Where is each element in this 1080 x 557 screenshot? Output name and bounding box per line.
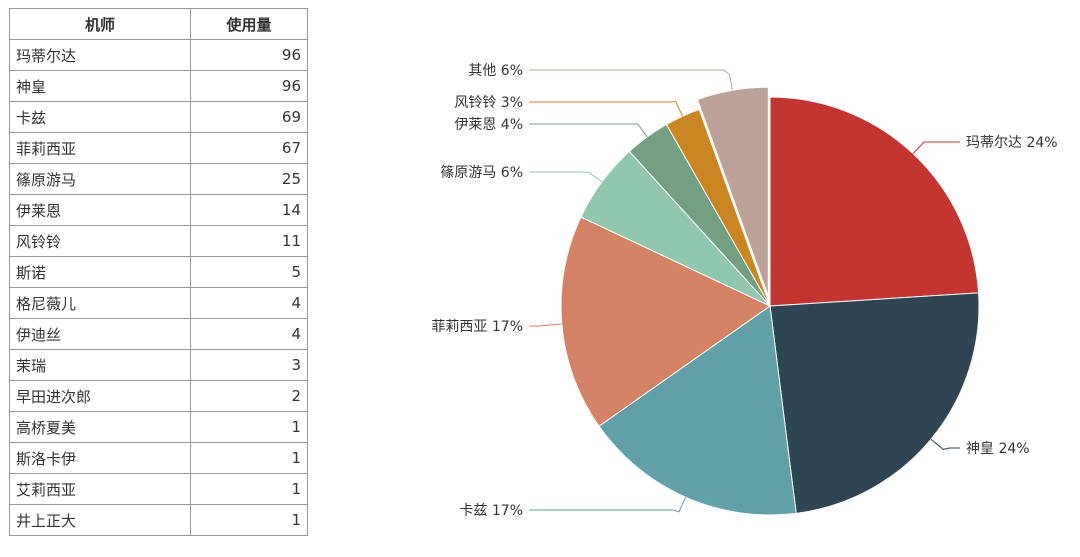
usage-value-cell: 14 bbox=[190, 194, 308, 226]
pilot-name-cell: 菲莉西亚 bbox=[9, 132, 191, 164]
pie-slice bbox=[769, 292, 980, 514]
usage-table: 机师 使用量 玛蒂尔达 96 神皇 96 卡兹 69 菲莉西亚 67 篠原游马 25 伊莱恩 14 风铃… bbox=[9, 8, 308, 536]
usage-value-cell: 69 bbox=[190, 101, 308, 133]
slice-label: 玛蒂尔达 24% bbox=[966, 135, 1058, 151]
label-leader-line bbox=[529, 101, 683, 117]
table-row: 风铃铃 11 bbox=[9, 225, 308, 257]
label-leader-line bbox=[529, 323, 562, 327]
pilot-name-cell: 格尼薇儿 bbox=[9, 287, 191, 319]
usage-value-cell: 96 bbox=[190, 39, 308, 71]
usage-value-cell: 11 bbox=[190, 225, 308, 257]
table-row: 神皇 96 bbox=[9, 70, 308, 102]
table-row: 伊莱恩 14 bbox=[9, 194, 308, 226]
slice-label: 神皇 24% bbox=[966, 441, 1030, 457]
pilot-name-cell: 风铃铃 bbox=[9, 225, 191, 257]
label-leader-line bbox=[529, 123, 648, 138]
table-row: 菲莉西亚 67 bbox=[9, 132, 308, 164]
usage-value-cell: 96 bbox=[190, 70, 308, 102]
slice-label: 篠原游马 6% bbox=[440, 165, 523, 181]
usage-value-cell: 2 bbox=[190, 380, 308, 412]
table-row: 斯诺 5 bbox=[9, 256, 308, 288]
usage-value-cell: 1 bbox=[190, 504, 308, 536]
pilot-name-cell: 伊迪丝 bbox=[9, 318, 191, 350]
usage-value-cell: 1 bbox=[190, 411, 308, 443]
table-row: 井上正大 1 bbox=[9, 504, 308, 536]
table-row: 高桥夏美 1 bbox=[9, 411, 308, 443]
column-header-usage: 使用量 bbox=[190, 8, 308, 40]
label-leader-line bbox=[912, 141, 960, 154]
usage-value-cell: 1 bbox=[190, 442, 308, 474]
table-row: 篠原游马 25 bbox=[9, 163, 308, 195]
pie-slice bbox=[665, 108, 771, 307]
table-row: 伊迪丝 4 bbox=[9, 318, 308, 350]
pilot-name-cell: 篠原游马 bbox=[9, 163, 191, 195]
slice-label: 卡兹 17% bbox=[459, 503, 523, 519]
label-leader-line bbox=[529, 171, 603, 183]
column-header-pilot: 机师 bbox=[9, 8, 191, 40]
label-leader-line bbox=[930, 438, 960, 450]
slice-label: 风铃铃 3% bbox=[454, 95, 523, 111]
pilot-name-cell: 早田进次郎 bbox=[9, 380, 191, 412]
slice-label: 其他 6% bbox=[468, 63, 523, 79]
usage-value-cell: 25 bbox=[190, 163, 308, 195]
label-leader-line bbox=[529, 496, 686, 513]
pie-slice bbox=[560, 216, 771, 427]
pilot-name-cell: 高桥夏美 bbox=[9, 411, 191, 443]
table-row: 格尼薇儿 4 bbox=[9, 287, 308, 319]
table-row: 玛蒂尔达 96 bbox=[9, 39, 308, 71]
pilot-name-cell: 斯诺 bbox=[9, 256, 191, 288]
pilot-name-cell: 艾莉西亚 bbox=[9, 473, 191, 505]
table-row: 茉瑞 3 bbox=[9, 349, 308, 381]
table-header-row: 机师 使用量 bbox=[9, 8, 308, 40]
pilot-name-cell: 伊莱恩 bbox=[9, 194, 191, 226]
pilot-name-cell: 井上正大 bbox=[9, 504, 191, 536]
pie-slice bbox=[769, 96, 980, 307]
pilot-name-cell: 茉瑞 bbox=[9, 349, 191, 381]
slice-label: 伊莱恩 4% bbox=[454, 117, 523, 133]
table-row: 早田进次郎 2 bbox=[9, 380, 308, 412]
label-leader-line bbox=[529, 69, 733, 91]
table-row: 卡兹 69 bbox=[9, 101, 308, 133]
pie-slice bbox=[598, 305, 797, 516]
pilot-name-cell: 卡兹 bbox=[9, 101, 191, 133]
slice-label: 菲莉西亚 17% bbox=[431, 319, 523, 335]
usage-value-cell: 67 bbox=[190, 132, 308, 164]
usage-value-cell: 4 bbox=[190, 318, 308, 350]
table-row: 斯洛卡伊 1 bbox=[9, 442, 308, 474]
